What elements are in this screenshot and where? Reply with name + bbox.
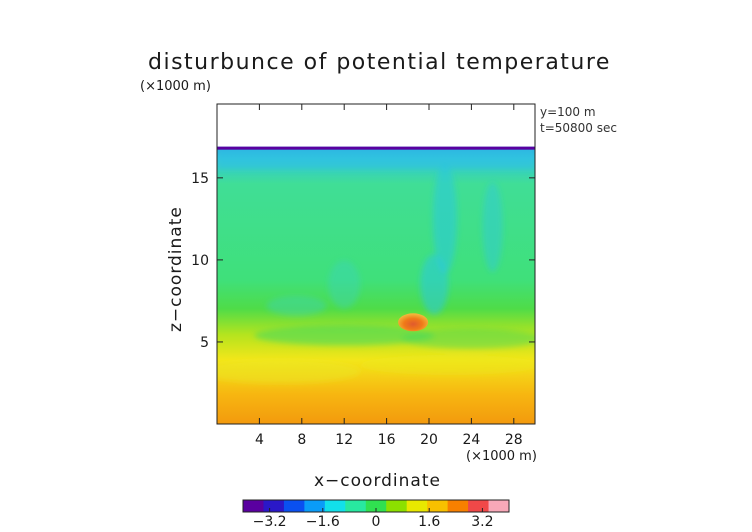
colorbar-swatch: [243, 500, 264, 512]
colorbar-tick-label: 0: [372, 514, 381, 530]
colorbar-tick-label: 1.6: [418, 514, 440, 530]
x-tick-label: 24: [462, 432, 480, 448]
colorbar-swatch: [324, 500, 346, 512]
colorbar-swatch: [468, 500, 490, 512]
colorbar-tick-label: −1.6: [306, 514, 340, 530]
x-tick-label: 12: [335, 432, 353, 448]
colorbar-swatch: [365, 500, 387, 512]
x-axis: 4 8 12 16 20 24 28: [255, 104, 523, 448]
colorbar-swatch: [386, 500, 408, 512]
colorbar-swatch: [488, 500, 510, 512]
colorbar-swatch: [447, 500, 469, 512]
y-tick-label: 15: [191, 171, 209, 187]
heatmap-field: [217, 104, 535, 424]
x-tick-label: 16: [378, 432, 396, 448]
chart-title: disturbunce of potential temperature: [148, 50, 611, 75]
colorbar-swatch: [263, 500, 285, 512]
y-tick-label: 10: [191, 253, 209, 269]
y-axis: 5 10 15: [191, 171, 535, 351]
x-tick-label: 28: [505, 432, 523, 448]
colorbar-swatch: [345, 500, 367, 512]
field-above-top: [217, 104, 535, 147]
colorbar-tick-label: 3.2: [471, 514, 493, 530]
colorbar-swatch: [304, 500, 326, 512]
colorbar-tick-label: −3.2: [253, 514, 287, 530]
y-position-note: y=100 m: [540, 105, 596, 119]
field-top-band: [217, 146, 535, 150]
colorbar: [242, 499, 510, 513]
x-tick-label: 20: [420, 432, 438, 448]
x-axis-label: x−coordinate: [314, 471, 441, 491]
y-tick-label: 5: [200, 335, 209, 351]
z-unit-label: (×1000 m): [140, 79, 211, 94]
colorbar-swatch: [427, 500, 449, 512]
colorbar-swatch: [283, 500, 305, 512]
x-tick-label: 4: [255, 432, 264, 448]
x-tick-label: 8: [297, 432, 306, 448]
warm-bubble: [398, 313, 429, 332]
x-unit-label: (×1000 m): [466, 449, 537, 464]
plot-frame: [216, 103, 536, 425]
colorbar-ticks: −3.2 −1.6 0 1.6 3.2: [253, 508, 494, 530]
y-axis-label: z−coordinate: [166, 206, 186, 332]
colorbar-swatch: [406, 500, 428, 512]
time-note: t=50800 sec: [540, 121, 617, 135]
